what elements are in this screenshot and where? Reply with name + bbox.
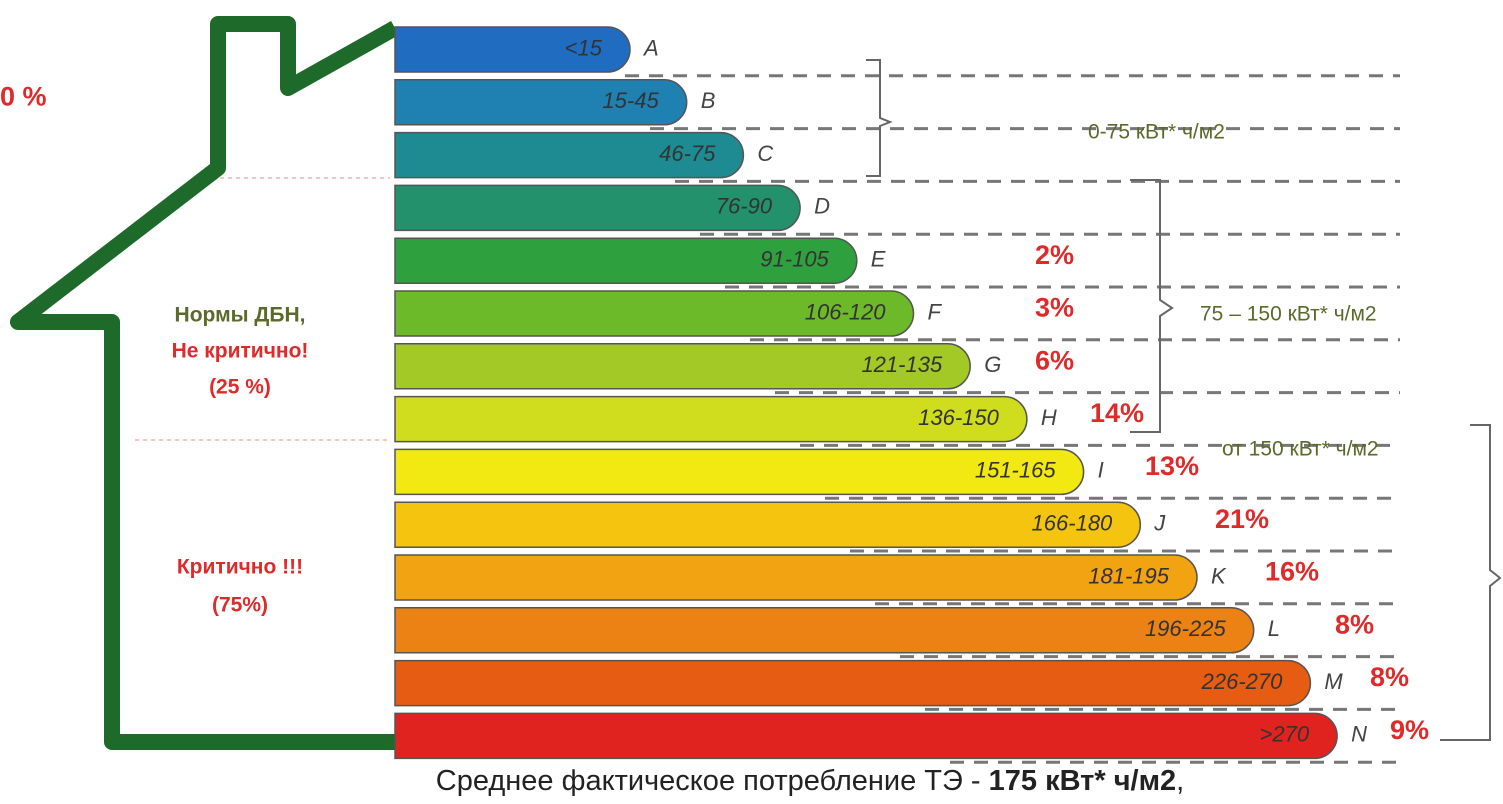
energy-band <box>394 343 971 390</box>
footer: Среднее фактическое потребление ТЭ - 175… <box>436 765 1184 797</box>
house-text: (25 %) <box>209 376 271 399</box>
band-letter: L <box>1268 616 1280 641</box>
house-text: Не критично! <box>172 340 309 363</box>
band-letter: I <box>1098 458 1104 483</box>
band-range: 181-195 <box>1088 563 1170 588</box>
band-percent: 2% <box>1035 240 1074 270</box>
band-percent: 16% <box>1265 557 1319 587</box>
band-percent: 0 % <box>0 81 47 111</box>
house-outline <box>10 16 399 750</box>
house-text: Критично !!! <box>177 556 303 579</box>
energy-band <box>394 659 1312 707</box>
footer-tail: , <box>1176 765 1184 797</box>
band-range: 121-135 <box>861 352 943 377</box>
house-text: Нормы ДБН, <box>175 304 306 327</box>
energy-band <box>394 712 1338 760</box>
footer-text: Среднее фактическое потребление ТЭ - <box>436 765 989 797</box>
band-range: 151-165 <box>975 458 1057 483</box>
band-range: 91-105 <box>760 247 829 272</box>
band-letter: H <box>1041 405 1057 430</box>
band-letter: E <box>871 247 886 272</box>
band-range: 196-225 <box>1145 616 1227 641</box>
band-letter: N <box>1351 722 1367 747</box>
energy-band <box>394 184 801 232</box>
energy-band <box>394 395 1028 443</box>
energy-band <box>394 607 1255 654</box>
band-letter: M <box>1324 669 1343 694</box>
band-letter: G <box>984 352 1001 377</box>
band-range: <15 <box>565 35 603 60</box>
band-percent: 3% <box>1035 293 1074 323</box>
band-letter: D <box>814 194 830 219</box>
band-range: 166-180 <box>1032 511 1114 536</box>
group-label: от 150 кВт* ч/м2 <box>1222 438 1379 461</box>
band-letter: J <box>1153 511 1166 536</box>
energy-band <box>394 501 1142 548</box>
energy-band <box>394 554 1198 601</box>
energy-band <box>394 290 915 337</box>
energy-band <box>394 448 1085 496</box>
brace <box>1130 179 1174 433</box>
band-range: 76-90 <box>716 194 773 219</box>
group-label: 0-75 кВт* ч/м2 <box>1088 121 1225 144</box>
energy-band <box>394 26 631 73</box>
band-letter: C <box>757 141 773 166</box>
band-range: 106-120 <box>805 299 887 324</box>
footer-value: 175 кВт* ч/м2 <box>989 765 1177 797</box>
band-percent: 9% <box>1390 715 1429 745</box>
energy-band <box>394 79 688 126</box>
band-range: 15-45 <box>602 88 659 113</box>
brace <box>866 59 893 177</box>
band-percent: 14% <box>1090 398 1144 428</box>
band-letter: K <box>1211 563 1227 588</box>
band-range: 46-75 <box>659 141 716 166</box>
energy-band <box>394 131 745 179</box>
band-range: 136-150 <box>918 405 1000 430</box>
brace <box>1440 424 1502 741</box>
group-label: 75 – 150 кВт* ч/м2 <box>1200 303 1377 326</box>
band-percent: 8% <box>1370 662 1409 692</box>
energy-band <box>394 237 858 284</box>
band-percent: 6% <box>1035 345 1074 375</box>
band-letter: F <box>928 299 943 324</box>
band-letter: A <box>642 35 659 60</box>
band-letter: B <box>701 88 716 113</box>
band-percent: 8% <box>1335 609 1374 639</box>
band-percent: 13% <box>1145 451 1199 481</box>
band-percent: 21% <box>1215 504 1269 534</box>
house-text: (75%) <box>212 594 268 617</box>
band-range: 226-270 <box>1201 669 1284 694</box>
band-range: >270 <box>1260 722 1310 747</box>
